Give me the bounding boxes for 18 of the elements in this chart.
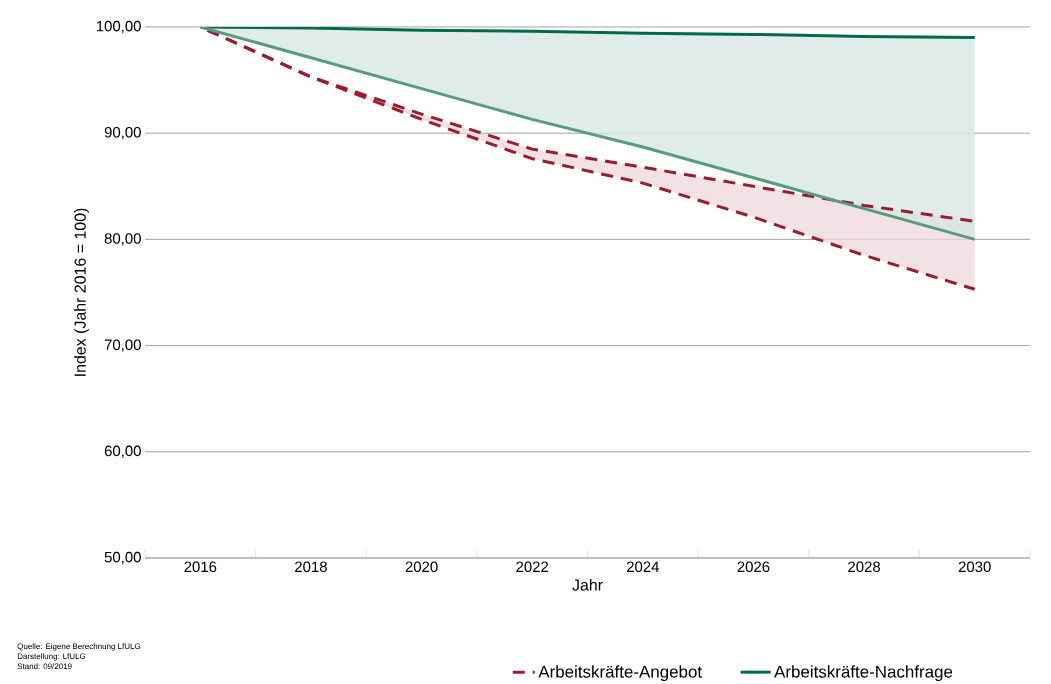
y-tick-label: 50,00 [104, 551, 141, 565]
x-tick-label: 2024 [626, 561, 659, 573]
y-axis-title: Index (Jahr 2016 = 100) [74, 208, 89, 376]
y-tick-label: 100,00 [96, 20, 141, 34]
x-tick-label: 2016 [184, 561, 217, 573]
x-tick-label: 2030 [958, 561, 991, 573]
x-tick-label: 2020 [405, 561, 438, 573]
x-tick-label: 2026 [737, 561, 770, 573]
x-tick-label: 2028 [848, 561, 881, 573]
y-tick-label: 60,00 [104, 445, 141, 458]
legend-label: Arbeitskräfte-Nachfrage [774, 665, 953, 682]
legend-label: Arbeitskräfte-Angebot [538, 665, 702, 682]
y-tick-label: 70,00 [104, 339, 141, 352]
y-tick-label: 80,00 [104, 233, 141, 246]
y-tick-label: 90,00 [104, 127, 141, 140]
x-tick-label: 2022 [516, 561, 549, 573]
x-axis-title: Jahr [572, 578, 603, 591]
x-tick-label: 2018 [295, 561, 327, 573]
